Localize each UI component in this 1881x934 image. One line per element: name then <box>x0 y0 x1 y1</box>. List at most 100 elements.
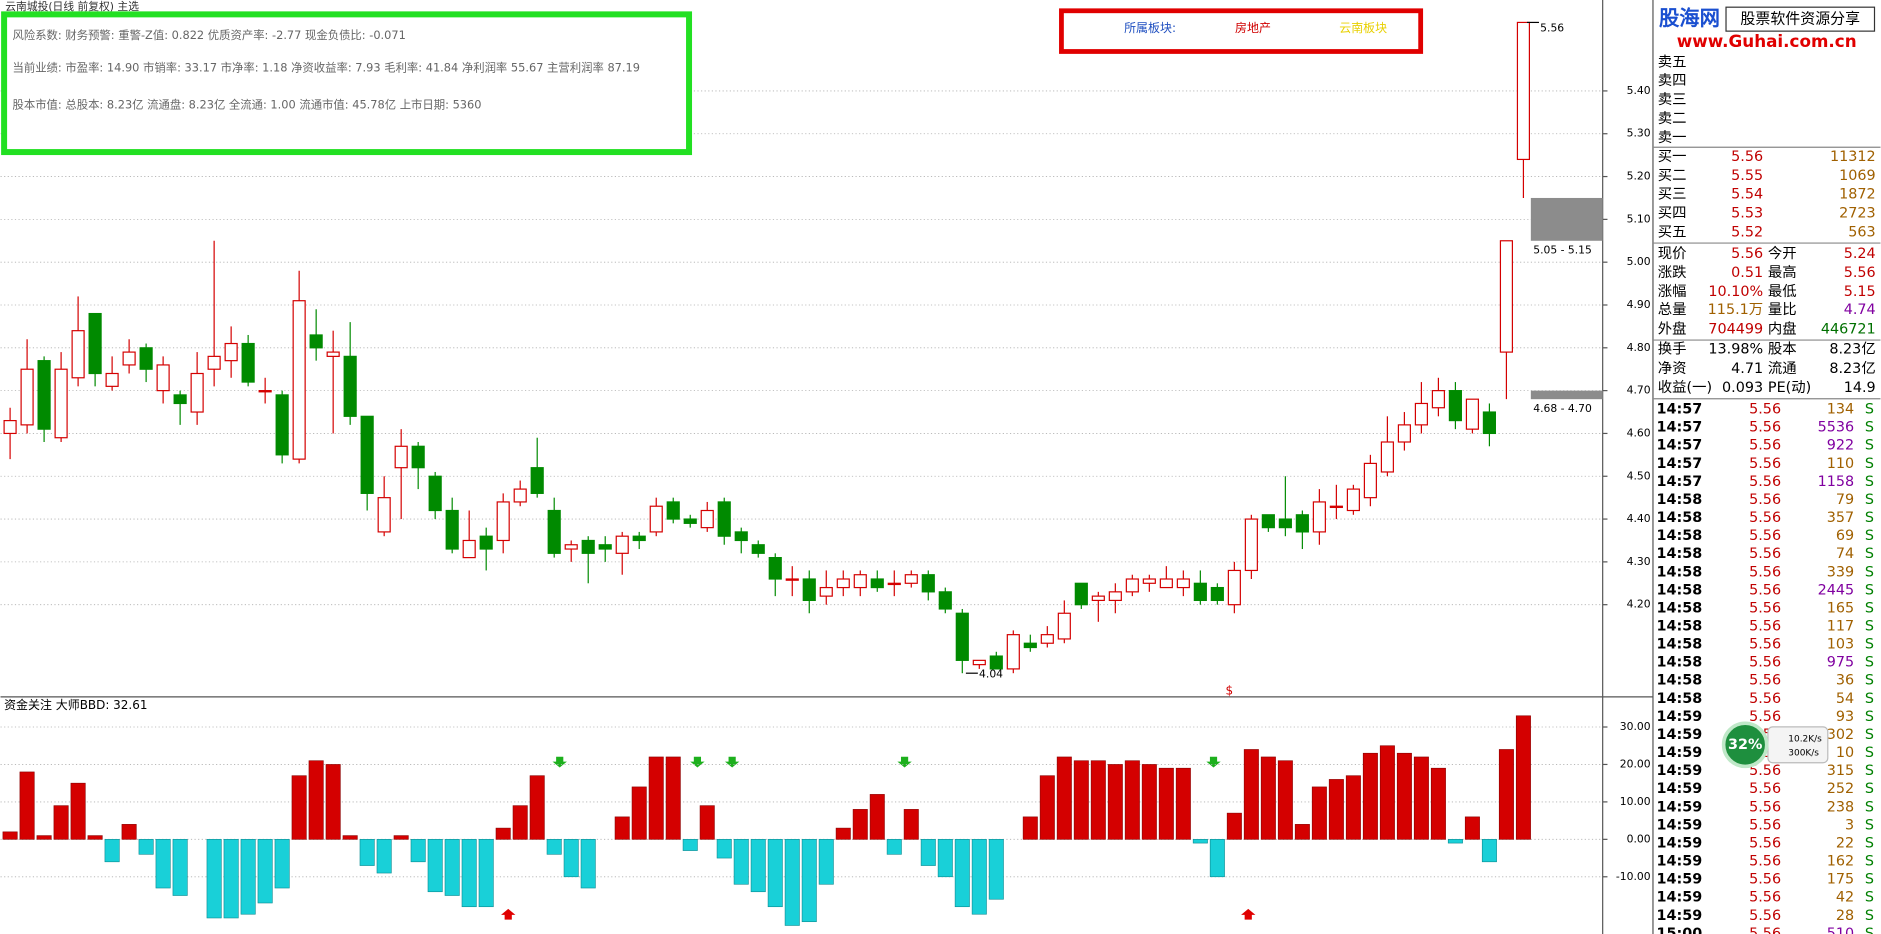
candle-body <box>921 574 935 593</box>
trade-side: S <box>1865 600 1874 616</box>
quote-label: 总量 <box>1658 301 1687 318</box>
candle-body <box>496 501 510 542</box>
ask-label: 卖二 <box>1658 110 1687 127</box>
quote-label: 净资 <box>1658 360 1687 377</box>
quote-label: 外盘 <box>1658 319 1687 337</box>
trade-volume: 3 <box>1845 817 1854 833</box>
trade-side: S <box>1865 492 1874 508</box>
trade-price: 5.56 <box>1749 926 1781 934</box>
bar <box>886 839 902 855</box>
candle-body <box>734 531 748 542</box>
quote-value: 5.24 <box>1844 246 1876 262</box>
bid-volume: 1069 <box>1839 168 1876 184</box>
trade-volume: 1158 <box>1818 474 1855 490</box>
bar <box>1022 816 1038 840</box>
bar <box>682 839 698 851</box>
trade-time: 14:58 <box>1657 510 1703 526</box>
sector-item[interactable]: 云南板块 <box>1339 20 1387 35</box>
y-tick-label: 4.50 <box>1627 469 1651 482</box>
bar <box>478 839 494 908</box>
bar <box>359 839 375 866</box>
trade-side: S <box>1865 402 1874 418</box>
trade-side: S <box>1865 908 1874 924</box>
trade-volume: 54 <box>1836 691 1854 707</box>
candle-body <box>1414 402 1428 426</box>
y-tick-label: 4.70 <box>1627 384 1651 397</box>
trade-side: S <box>1865 546 1874 562</box>
trade-volume: 315 <box>1827 763 1854 779</box>
bar <box>954 839 970 908</box>
trade-volume: 42 <box>1836 890 1854 906</box>
trade-side: S <box>1865 817 1874 833</box>
trade-time: 14:59 <box>1657 799 1703 815</box>
bid-label: 买五 <box>1658 224 1687 241</box>
y-tick-label: 4.20 <box>1627 598 1651 611</box>
bar <box>1090 760 1106 840</box>
bar <box>1345 775 1361 840</box>
network-widget: 32% 10.2K/s 300K/s <box>1721 721 1829 769</box>
bar <box>988 839 1004 900</box>
bid-volume: 2723 <box>1839 206 1876 222</box>
candle-body <box>530 467 544 494</box>
bar <box>920 839 936 866</box>
candle-body <box>870 578 884 589</box>
net-up: 10.2K/s <box>1788 734 1822 744</box>
trade-price: 5.56 <box>1749 510 1781 526</box>
bar <box>427 839 443 893</box>
y-tick-label: 5.00 <box>1627 255 1651 268</box>
candle-body <box>836 578 850 589</box>
candle-body <box>1346 488 1360 512</box>
bar <box>70 782 86 840</box>
candle-body <box>751 544 765 554</box>
y-tick-label: 0.00 <box>1627 832 1651 845</box>
trade-price: 5.56 <box>1749 582 1781 598</box>
candle-body <box>1278 518 1292 529</box>
bar <box>1362 752 1378 840</box>
trade-side: S <box>1865 528 1874 544</box>
chart-title: 资金关注 大师BBD: 32.61 <box>4 697 147 712</box>
bid-volume: 11312 <box>1830 149 1876 165</box>
bar <box>1379 745 1395 840</box>
bar <box>631 786 647 840</box>
info-box: 风险系数: 财务预警: 重警-Z值: 0.822 优质资产率: -2.77 现金… <box>1 11 693 156</box>
quote-label: 最低 <box>1768 283 1797 300</box>
trade-volume: 93 <box>1836 709 1854 725</box>
trade-price: 5.56 <box>1749 763 1781 779</box>
candle-body <box>1516 21 1530 161</box>
bar <box>342 835 358 840</box>
quote-label: 最高 <box>1768 264 1797 281</box>
sector-border <box>1059 8 1424 54</box>
trade-price: 5.56 <box>1749 691 1781 707</box>
info-line: 当前业绩: 市盈率: 14.90 市销率: 33.17 市净率: 1.18 净资… <box>12 60 639 74</box>
net-down: 300K/s <box>1788 749 1819 759</box>
logo-url: www.Guhai.com.cn <box>1677 31 1857 51</box>
bar <box>1175 767 1191 840</box>
candle-body <box>207 355 221 370</box>
logo-slogan: 股票软件资源分享 <box>1740 10 1860 28</box>
trade-price: 5.56 <box>1749 908 1781 924</box>
bid-price: 5.55 <box>1731 168 1763 184</box>
y-tick-label: 30.00 <box>1620 720 1651 733</box>
trade-side: S <box>1865 835 1874 851</box>
net-percent: 32% <box>1728 737 1762 753</box>
trade-side: S <box>1865 637 1874 653</box>
trade-price: 5.56 <box>1749 546 1781 562</box>
trade-time: 14:58 <box>1657 600 1703 616</box>
trade-time: 14:59 <box>1657 835 1703 851</box>
trade-volume: 238 <box>1827 799 1854 815</box>
quote-label: 现价 <box>1658 246 1687 262</box>
quote-panel: 股海网 股票软件资源分享 www.Guhai.com.cn 卖五卖四卖三卖二卖一… <box>1652 6 1881 934</box>
trade-time: 14:57 <box>1657 402 1703 418</box>
bid-label: 买四 <box>1658 205 1687 222</box>
candle-body <box>139 347 153 370</box>
quote-value: 8.23亿 <box>1829 341 1875 358</box>
sector-item[interactable]: 房地产 <box>1235 20 1271 35</box>
candle-body <box>343 355 357 417</box>
bid-price: 5.54 <box>1731 187 1763 203</box>
bar <box>53 805 69 840</box>
bar <box>903 809 919 840</box>
trade-volume: 175 <box>1827 872 1854 888</box>
trade-volume: 110 <box>1827 456 1854 472</box>
candle-body <box>1176 578 1190 589</box>
